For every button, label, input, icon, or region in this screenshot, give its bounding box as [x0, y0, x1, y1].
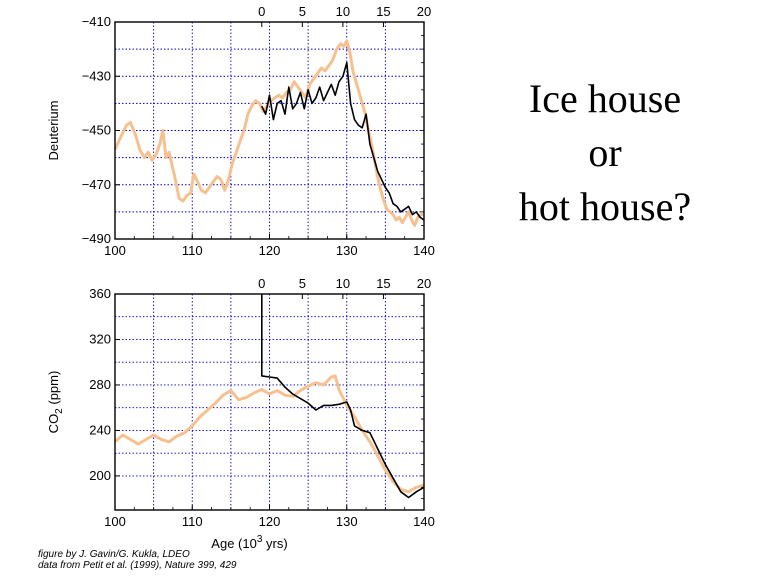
- co2-top-tick-label: 0: [258, 276, 265, 291]
- co2-y-tick-label: 280: [89, 377, 111, 392]
- deuterium-y-tick-label: −450: [82, 123, 111, 138]
- co2-x-tick-label: 140: [413, 514, 435, 529]
- deuterium-series-0-line: [113, 39, 424, 227]
- co2-top-tick-label: 20: [417, 276, 431, 291]
- deuterium-x-tick-label: 130: [336, 243, 358, 258]
- deuterium-y-tick-label: −490: [82, 231, 111, 246]
- co2-series-0-line: [114, 374, 425, 494]
- side-title-line-2: or: [588, 130, 622, 175]
- figure-credit: figure by J. Gavin/G. Kukla, LDEO: [38, 549, 190, 560]
- deuterium-y-axis-title: Deuterium: [46, 101, 61, 161]
- co2-x-axis-title: Age (103 yrs): [211, 534, 287, 551]
- co2-x-tick-label: 120: [259, 514, 281, 529]
- co2-y-axis-title: CO2 (ppm): [46, 371, 65, 434]
- co2-y-tick-label: 320: [89, 331, 111, 346]
- deuterium-x-tick-label: 110: [182, 243, 203, 258]
- co2-x-tick-label: 110: [182, 514, 203, 529]
- co2-top-tick-label: 5: [299, 276, 306, 291]
- deuterium-y-tick-label: −470: [82, 177, 111, 192]
- deuterium-top-tick-label: 15: [376, 4, 390, 19]
- deuterium-x-tick-label: 140: [413, 243, 435, 258]
- co2-y-tick-label: 360: [89, 286, 111, 301]
- co2-series-1-line: [260, 294, 425, 499]
- deuterium-top-tick-label: 20: [417, 4, 431, 19]
- deuterium-chart: 100 110 120 130 140 −410 −430 −450 −470 −490 0 5 10 1…: [46, 4, 435, 258]
- deuterium-top-tick-label: 10: [336, 4, 350, 19]
- co2-x-tick-label: 130: [336, 514, 358, 529]
- data-credit: data from Petit et al. (1999), Nature 39…: [38, 560, 237, 571]
- co2-chart: 100 110 120 130 140 200 240 280 320 360 0 5 10 15 20 CO…: [46, 276, 435, 551]
- deuterium-series-1-line: [261, 61, 425, 221]
- co2-y-tick-label: 240: [89, 422, 111, 437]
- deuterium-top-tick-label: 0: [258, 4, 265, 19]
- deuterium-y-tick-label: −430: [82, 68, 111, 83]
- co2-x-tick-label: 100: [104, 514, 126, 529]
- deuterium-x-tick-label: 120: [259, 243, 281, 258]
- deuterium-x-tick-label: 100: [104, 243, 126, 258]
- deuterium-top-tick-label: 5: [299, 4, 306, 19]
- deuterium-y-tick-label: −410: [82, 14, 111, 29]
- co2-y-tick-label: 200: [89, 468, 111, 483]
- side-title-line-3: hot house?: [518, 184, 692, 229]
- co2-top-tick-label: 10: [336, 276, 350, 291]
- co2-top-tick-label: 15: [376, 276, 390, 291]
- side-title-line-1: Ice house: [528, 76, 682, 121]
